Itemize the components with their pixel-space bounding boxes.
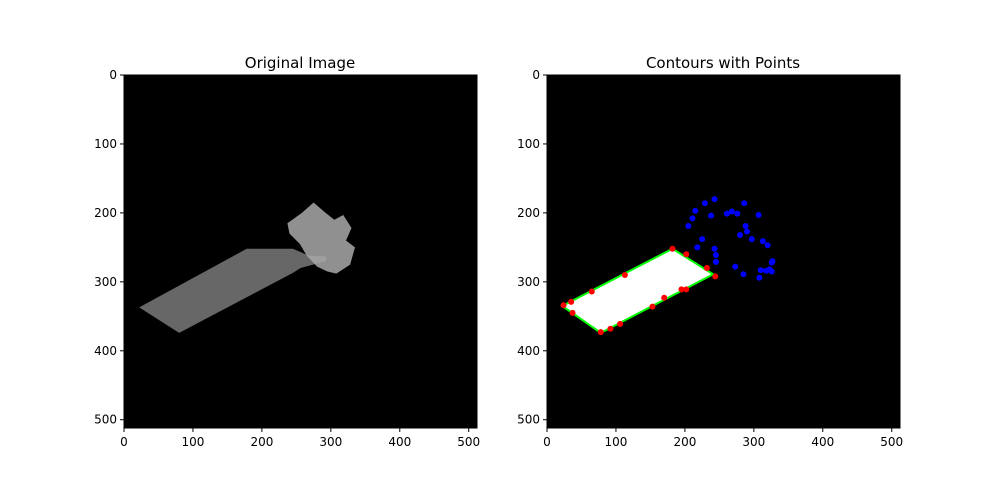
y-tick-label: 0 xyxy=(109,68,117,82)
y-tick-label: 500 xyxy=(517,413,540,427)
blue-point xyxy=(743,228,750,235)
red-point xyxy=(712,273,719,280)
blue-point xyxy=(755,211,762,218)
red-point xyxy=(669,245,676,252)
subplot-contours: Contours with Points 0 100 200 300 400 500 0 1… xyxy=(517,54,903,449)
blue-point xyxy=(741,200,748,207)
axes-frame-original xyxy=(123,74,478,429)
blue-point xyxy=(723,210,730,217)
blue-point xyxy=(757,267,764,274)
blue-point xyxy=(728,208,735,215)
y-tick-label: 0 xyxy=(532,68,540,82)
image-area-original xyxy=(124,75,477,428)
red-point xyxy=(617,320,624,327)
original-image-content xyxy=(139,202,355,333)
x-tick-label: 200 xyxy=(250,435,273,449)
solar-panel-region xyxy=(139,248,327,333)
red-point xyxy=(683,286,690,293)
blue-point xyxy=(711,245,718,252)
blue-point xyxy=(699,236,706,243)
blue-point xyxy=(769,258,776,265)
red-point xyxy=(678,286,685,293)
x-tick-label: 500 xyxy=(457,435,480,449)
subplot-title-contours: Contours with Points xyxy=(646,54,800,72)
blue-point xyxy=(756,274,763,281)
y-tick-label: 300 xyxy=(94,275,117,289)
x-ticks-original: 0 100 200 300 400 500 xyxy=(120,428,480,449)
red-point xyxy=(683,251,690,258)
axes-frame-contours xyxy=(546,74,901,429)
y-tick-label: 300 xyxy=(517,275,540,289)
blue-point xyxy=(742,222,749,229)
blue-point xyxy=(764,242,771,249)
y-tick-label: 100 xyxy=(94,137,117,151)
red-point xyxy=(649,303,656,310)
contour-content xyxy=(560,196,776,336)
blue-point xyxy=(692,207,699,214)
y-ticks-contours: 0 100 200 300 400 500 xyxy=(517,68,547,427)
blue-point xyxy=(768,268,775,275)
y-tick-label: 100 xyxy=(517,137,540,151)
x-tick-label: 300 xyxy=(742,435,765,449)
y-ticks-original: 0 100 200 300 400 500 xyxy=(94,68,124,427)
red-point xyxy=(569,309,576,316)
satellite-body-region xyxy=(287,202,355,274)
blue-point xyxy=(689,215,696,222)
blue-point xyxy=(708,212,715,219)
red-point xyxy=(703,265,710,272)
red-point xyxy=(661,294,668,301)
x-tick-label: 100 xyxy=(604,435,627,449)
image-area-contours xyxy=(547,75,900,428)
x-tick-label: 100 xyxy=(181,435,204,449)
red-point xyxy=(588,288,595,295)
x-tick-label: 300 xyxy=(319,435,342,449)
x-ticks-contours: 0 100 200 300 400 500 xyxy=(543,428,903,449)
x-tick-label: 500 xyxy=(880,435,903,449)
red-point xyxy=(607,325,614,332)
subplot-title-original: Original Image xyxy=(245,54,355,72)
blue-point xyxy=(711,196,718,203)
blue-point xyxy=(685,222,692,229)
x-tick-label: 200 xyxy=(673,435,696,449)
blue-point xyxy=(740,271,747,278)
red-point xyxy=(621,271,628,278)
y-tick-label: 200 xyxy=(517,206,540,220)
blue-point xyxy=(712,251,719,258)
x-tick-label: 400 xyxy=(811,435,834,449)
x-tick-label: 0 xyxy=(120,435,128,449)
x-tick-label: 0 xyxy=(543,435,551,449)
blue-point xyxy=(701,200,708,207)
blue-point xyxy=(694,244,701,251)
red-point xyxy=(568,298,575,305)
blue-point xyxy=(734,210,741,217)
x-tick-label: 400 xyxy=(388,435,411,449)
subplot-original-image: Original Image 0 100 200 300 400 500 0 100 200 3… xyxy=(94,54,480,449)
blue-point xyxy=(732,263,739,270)
red-point xyxy=(597,329,604,336)
y-tick-label: 200 xyxy=(94,206,117,220)
y-tick-label: 400 xyxy=(94,344,117,358)
blue-point xyxy=(712,258,719,265)
blue-point xyxy=(759,238,766,245)
y-tick-label: 500 xyxy=(94,413,117,427)
red-point xyxy=(560,302,567,309)
blue-point xyxy=(748,236,755,243)
blue-point xyxy=(737,231,744,238)
y-tick-label: 400 xyxy=(517,344,540,358)
